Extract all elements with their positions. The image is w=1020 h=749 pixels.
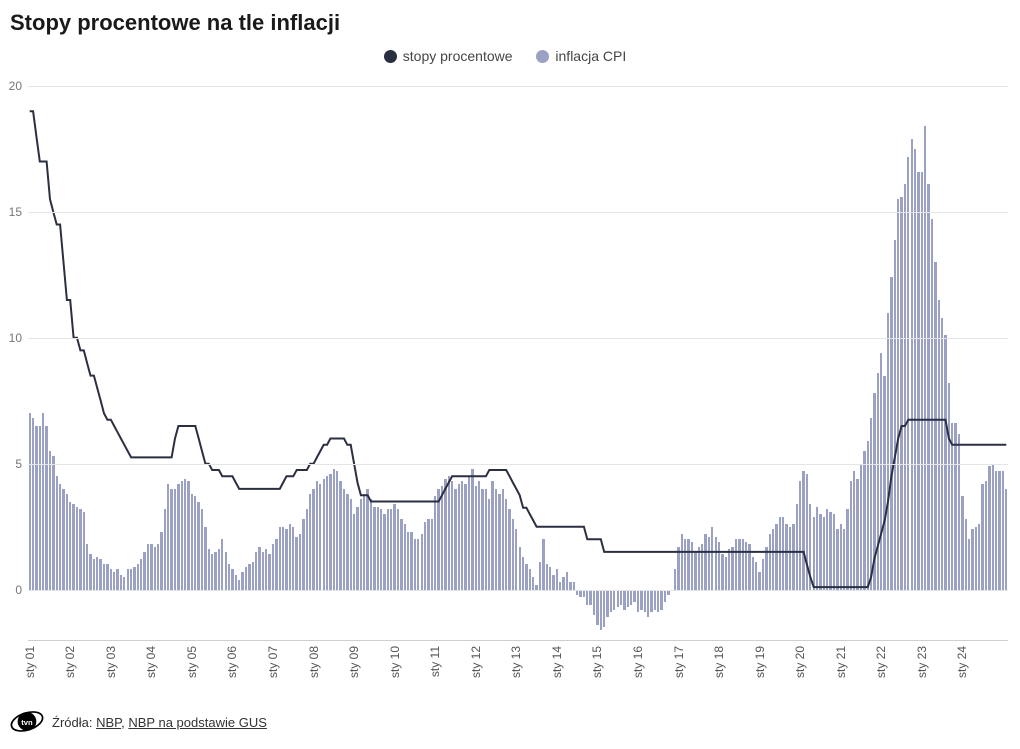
footer: tvn Źródła: NBP, NBP na podstawie GUS — [10, 707, 267, 737]
legend: stopy procentowe inflacja CPI — [0, 48, 1010, 66]
x-tick-label: sty 08 — [307, 646, 321, 678]
x-tick-label: sty 24 — [955, 646, 969, 678]
x-tick-label: sty 11 — [428, 646, 442, 677]
x-tick-label: sty 18 — [712, 646, 726, 678]
footer-link-nbp[interactable]: NBP — [96, 715, 121, 730]
x-axis-bottom-border — [28, 640, 1008, 641]
x-tick-label: sty 06 — [225, 646, 239, 678]
legend-swatch-rates — [384, 50, 397, 63]
gridline — [28, 86, 1008, 87]
legend-item-rates: stopy procentowe — [384, 48, 513, 64]
footer-link-gus[interactable]: NBP na podstawie GUS — [128, 715, 267, 730]
x-tick-label: sty 01 — [23, 646, 37, 678]
legend-item-cpi: inflacja CPI — [536, 48, 626, 64]
x-tick-label: sty 07 — [266, 646, 280, 678]
tvn24-logo: tvn — [10, 707, 44, 737]
x-tick-label: sty 15 — [590, 646, 604, 678]
chart-container: Stopy procentowe na tle inflacji stopy p… — [0, 0, 1020, 749]
y-tick-label: 0 — [15, 583, 22, 597]
x-tick-label: sty 17 — [672, 646, 686, 678]
x-tick-label: sty 04 — [144, 646, 158, 678]
x-tick-label: sty 21 — [834, 646, 848, 678]
legend-label-rates: stopy procentowe — [403, 48, 513, 64]
rates-line — [30, 111, 1007, 587]
y-axis-labels: 05101520 — [0, 86, 26, 640]
x-tick-label: sty 12 — [469, 646, 483, 678]
x-tick-label: sty 23 — [915, 646, 929, 678]
x-tick-label: sty 14 — [550, 646, 564, 678]
gridline — [28, 338, 1008, 339]
x-tick-label: sty 05 — [185, 646, 199, 678]
footer-text: Źródła: NBP, NBP na podstawie GUS — [52, 715, 267, 730]
gridline — [28, 590, 1008, 591]
legend-label-cpi: inflacja CPI — [555, 48, 626, 64]
chart-title: Stopy procentowe na tle inflacji — [10, 10, 340, 36]
gridline — [28, 464, 1008, 465]
x-tick-label: sty 16 — [631, 646, 645, 678]
x-tick-label: sty 22 — [874, 646, 888, 678]
x-tick-label: sty 02 — [63, 646, 77, 678]
svg-text:tvn: tvn — [21, 718, 33, 727]
y-tick-label: 15 — [9, 205, 22, 219]
legend-swatch-cpi — [536, 50, 549, 63]
line-layer — [28, 86, 1008, 640]
y-tick-label: 10 — [9, 331, 22, 345]
x-tick-label: sty 10 — [388, 646, 402, 678]
x-tick-label: sty 13 — [509, 646, 523, 678]
x-tick-label: sty 19 — [753, 646, 767, 678]
x-tick-label: sty 09 — [347, 646, 361, 678]
y-tick-label: 5 — [15, 457, 22, 471]
x-tick-label: sty 20 — [793, 646, 807, 678]
gridline — [28, 212, 1008, 213]
y-tick-label: 20 — [9, 79, 22, 93]
footer-prefix: Źródła: — [52, 715, 96, 730]
x-tick-label: sty 03 — [104, 646, 118, 678]
plot-area — [28, 86, 1008, 640]
